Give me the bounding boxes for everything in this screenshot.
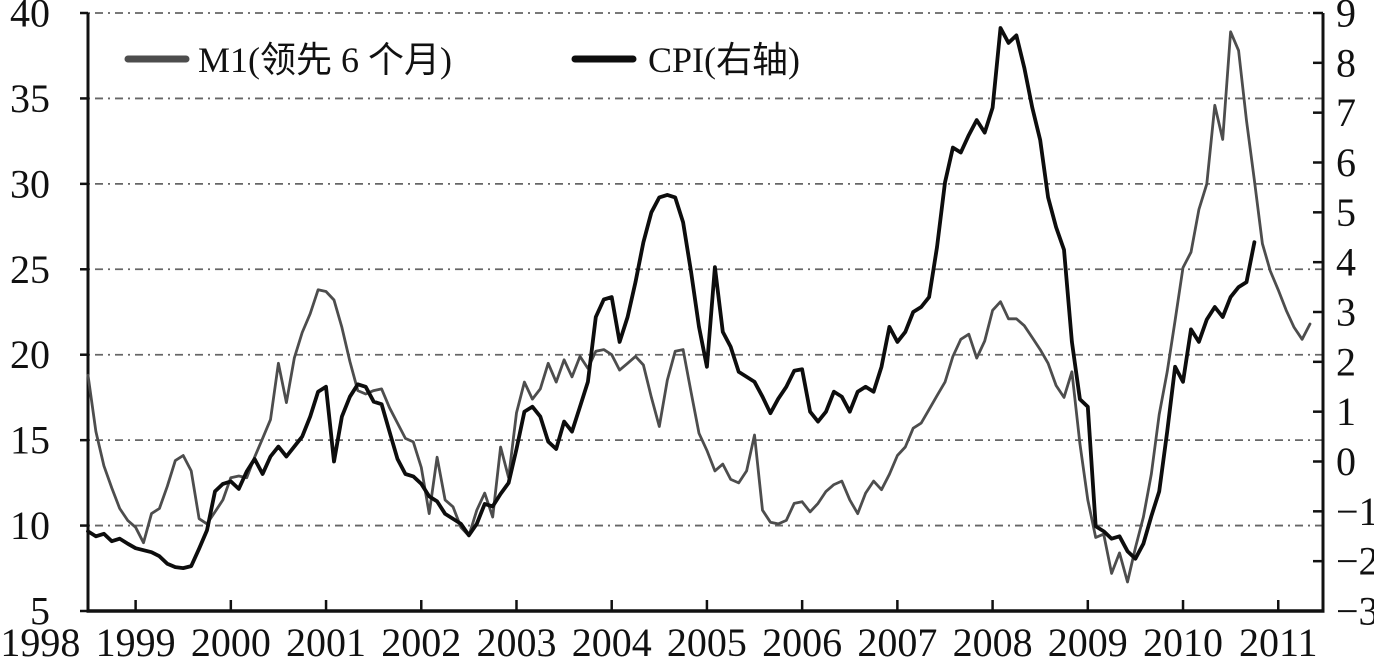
right-axis-tick-label: 3 [1336, 290, 1356, 335]
right-axis-tick-label: 9 [1336, 0, 1356, 36]
left-axis-tick-label: 10 [10, 503, 50, 548]
x-axis-year-label: 2001 [286, 620, 366, 665]
x-axis-year-label: 2007 [857, 620, 937, 665]
right-axis-tick-label: 8 [1336, 40, 1356, 85]
right-axis-tick-label: 7 [1336, 90, 1356, 135]
x-axis-year-label: 2002 [381, 620, 461, 665]
x-axis-year-label: 2003 [476, 620, 556, 665]
right-axis-tick-label: 1 [1336, 389, 1356, 434]
x-axis-year-label: 2008 [953, 620, 1033, 665]
right-axis-tick-label: 4 [1336, 240, 1356, 285]
right-axis-tick-label: 5 [1336, 190, 1356, 235]
m1-series-line [86, 30, 1312, 584]
right-axis-tick-label: 2 [1336, 339, 1356, 384]
right-axis-tick-label: −2 [1336, 539, 1374, 584]
x-axis-year-label: 2006 [762, 620, 842, 665]
cpi-series-line [86, 26, 1257, 570]
left-axis-tick-label: 20 [10, 332, 50, 377]
x-axis-year-label: 1998 [0, 620, 80, 665]
x-axis-year-label: 2000 [191, 620, 271, 665]
right-axis-tick-label: 6 [1336, 140, 1356, 185]
left-axis-tick-label: 30 [10, 161, 50, 206]
x-axis-year-label: 1999 [96, 620, 176, 665]
left-axis-tick-label: 5 [30, 589, 50, 634]
x-axis-year-label: 2009 [1048, 620, 1128, 665]
cpi-legend-label: CPI(右轴) [648, 40, 800, 80]
right-axis-tick-label: −1 [1336, 489, 1374, 534]
left-axis-tick-label: 35 [10, 76, 50, 121]
right-axis-tick-label: 0 [1336, 439, 1356, 484]
x-axis-year-label: 2005 [667, 620, 747, 665]
right-axis-tick-label: −3 [1336, 589, 1374, 634]
left-axis-tick-label: 40 [10, 0, 50, 36]
x-axis-year-label: 2004 [572, 620, 652, 665]
m1-legend-label: M1(领先 6 个月) [198, 40, 452, 80]
left-axis-tick-label: 25 [10, 247, 50, 292]
left-axis-tick-label: 15 [10, 418, 50, 463]
x-axis-year-label: 2011 [1239, 620, 1318, 665]
x-axis-year-label: 2010 [1143, 620, 1223, 665]
